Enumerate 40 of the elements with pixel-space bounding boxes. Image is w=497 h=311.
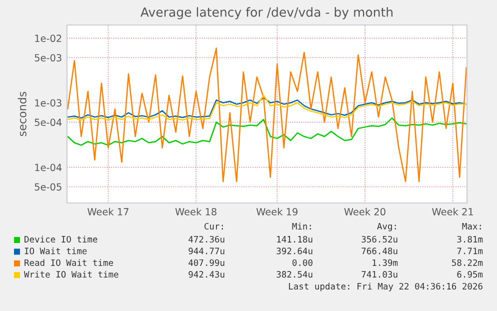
text: 407.99u <box>188 259 224 266</box>
legend-label: Read IO Wait time <box>24 259 114 266</box>
x-tick-label: Week 21 <box>432 208 473 216</box>
text: Min: <box>292 222 311 230</box>
x-tick-label: Week 20 <box>344 208 386 216</box>
text: 766.48u <box>362 248 398 254</box>
y-tick-label: 1e-04 <box>35 164 62 172</box>
y-axis-title: seconds <box>18 92 26 136</box>
x-tick-label: Week 17 <box>87 208 128 216</box>
text: 472.36u <box>188 236 224 243</box>
text: 741.03u <box>362 271 398 278</box>
text: Max: <box>462 223 481 230</box>
text: Last update: Fri May 22 04:36:16 2026 <box>289 282 482 292</box>
legend-label: Write IO Wait time <box>24 270 118 278</box>
y-tick-label: 5e-03 <box>34 54 62 62</box>
text: 6.95m <box>457 271 483 278</box>
text: 356.52u <box>362 236 398 243</box>
y-tick-label: 1e-02 <box>35 34 62 42</box>
text: 58.22m <box>452 259 483 266</box>
chart-title: Average latency for /dev/vda - by month <box>140 7 392 20</box>
y-tick-label: 5e-04 <box>34 118 62 126</box>
text: 942.43u <box>188 271 224 278</box>
legend-label: IO Wait time <box>24 247 87 254</box>
x-tick-label: Week 18 <box>175 208 216 216</box>
text: 1.39m <box>372 259 398 266</box>
text: 0.00 <box>292 259 312 266</box>
text: 944.77u <box>188 248 224 254</box>
legend-label: Device IO time <box>24 236 98 243</box>
line-series <box>67 117 467 146</box>
text: 392.64u <box>276 248 312 254</box>
text: 141.18u <box>277 236 312 243</box>
text: 7.71m <box>457 248 483 254</box>
text: Cur: <box>204 222 223 230</box>
text: 3.81m <box>457 236 483 243</box>
text: 382.54u <box>276 271 312 278</box>
y-tick-label: 5e-05 <box>34 183 62 191</box>
y-tick-label: 1e-03 <box>35 99 62 107</box>
line-series <box>67 48 467 182</box>
text: Avg: <box>377 223 396 232</box>
x-tick-label: Week 19 <box>256 208 298 216</box>
